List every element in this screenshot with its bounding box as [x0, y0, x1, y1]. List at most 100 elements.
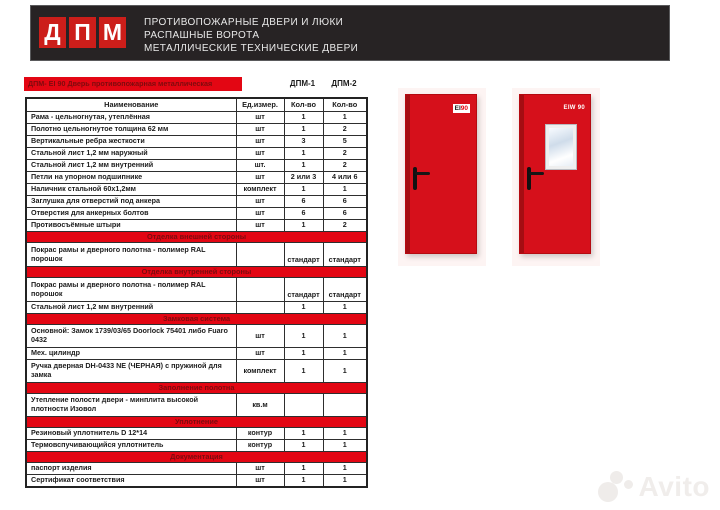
spec-row: Вертикальные ребра жесткости шт 3 5 — [25, 135, 368, 148]
spec-name-cell: Петли на упорном подшипнике — [25, 171, 237, 184]
door-photo-eiw90: EIW 90 — [512, 88, 600, 266]
spec-qty1-cell: 1 — [283, 474, 324, 488]
section-row: Заполнение полотна — [25, 382, 368, 394]
spec-name-cell: Основной: Замок 1739/03/65 Doorlock 7540… — [25, 324, 237, 348]
spec-row: Покрас рамы и дверного полотна - полимер… — [25, 242, 368, 267]
spec-row: Резиновый уплотнитель D 12*14 контур 1 1 — [25, 427, 368, 440]
spec-name-cell: Термовспучивающийся уплотнитель — [25, 439, 237, 452]
avito-watermark: Avito — [597, 470, 710, 504]
door-ei90: EI90 — [405, 94, 477, 254]
spec-unit-cell: комплект — [235, 359, 285, 383]
spec-row: Заглушка для отверстий под анкера шт 6 6 — [25, 195, 368, 208]
spec-name-cell: Стальной лист 1,2 мм внутренний — [25, 301, 237, 314]
spec-name-cell: Покрас рамы и дверного полотна - полимер… — [25, 277, 237, 302]
spec-qty2-cell: 2 — [322, 147, 368, 160]
spec-row: Противосъёмные штыри шт 1 2 — [25, 219, 368, 232]
spec-name-cell: Мех. цилиндр — [25, 347, 237, 360]
spec-qty2-cell: 1 — [322, 301, 368, 314]
spec-name-cell: Стальной лист 1,2 мм наружный — [25, 147, 237, 160]
spec-unit-cell: шт. — [235, 159, 285, 172]
spec-header-row: Наименование Ед.измер. Кол-во Кол-во — [25, 97, 368, 112]
spec-unit-cell: шт — [235, 207, 285, 220]
spec-unit-cell: контур — [235, 439, 285, 452]
spec-qty1-cell — [283, 393, 324, 417]
spec-qty1-cell: 3 — [283, 135, 324, 148]
spec-unit-cell: шт — [235, 474, 285, 488]
spec-name-cell: Вертикальные ребра жесткости — [25, 135, 237, 148]
col-header-qty2: Кол-во — [322, 97, 368, 112]
spec-qty1-cell: стандарт — [283, 277, 324, 302]
spec-unit-cell: шт — [235, 195, 285, 208]
spec-row: Утепление полости двери - минплита высок… — [25, 393, 368, 417]
spec-row: Наличник стальной 60х1,2мм комплект 1 1 — [25, 183, 368, 196]
spec-row: паспорт изделия шт 1 1 — [25, 462, 368, 475]
spec-unit-cell: шт — [235, 123, 285, 136]
section-title: Уплотнение — [25, 416, 368, 428]
tagline-line: МЕТАЛЛИЧЕСКИЕ ТЕХНИЧЕСКИЕ ДВЕРИ — [144, 42, 359, 54]
spec-qty1-cell: 1 — [283, 183, 324, 196]
door-eiw90: EIW 90 — [519, 94, 591, 254]
spec-qty1-cell: 6 — [283, 195, 324, 208]
section-row: Замковая система — [25, 313, 368, 325]
badge-prefix: EI — [454, 105, 461, 112]
spec-row: Стальной лист 1,2 мм внутренний шт. 1 2 — [25, 159, 368, 172]
fire-rating-badge: EI90 — [452, 104, 470, 114]
spec-unit-cell: шт — [235, 219, 285, 232]
avito-logo-icon — [597, 470, 634, 504]
spec-unit-cell: кв.м — [235, 393, 285, 417]
fire-rating-label: EIW 90 — [563, 105, 585, 111]
handle-lever — [529, 172, 544, 175]
spec-qty1-cell: 1 — [283, 439, 324, 452]
door-handle-icon — [527, 167, 544, 190]
spec-row: Ручка дверная DH-0433 NE (ЧЕРНАЯ) с пруж… — [25, 359, 368, 383]
section-title: Отделка внешней стороны — [25, 231, 368, 243]
spec-name-cell: Заглушка для отверстий под анкера — [25, 195, 237, 208]
spec-name-cell: Покрас рамы и дверного полотна - полимер… — [25, 242, 237, 267]
spec-qty1-cell: 1 — [283, 324, 324, 348]
spec-qty2-cell: 4 или 6 — [322, 171, 368, 184]
spec-qty1-cell: 1 — [283, 111, 324, 124]
spec-unit-cell: шт — [235, 347, 285, 360]
spec-row: Отверстия для анкерных болтов шт 6 6 — [25, 207, 368, 220]
door-handle-icon — [413, 167, 430, 190]
section-title: Документация — [25, 451, 368, 463]
spec-row: Рама - цельногнутая, утеплённая шт 1 1 — [25, 111, 368, 124]
spec-qty2-cell: 1 — [322, 474, 368, 488]
handle-lever — [415, 172, 430, 175]
variant-label-dpm2: ДПМ-2 — [331, 79, 357, 88]
badge-suffix: 90 — [460, 105, 468, 112]
variant-label-dpm1: ДПМ-1 — [289, 79, 316, 88]
logo-letter: Д — [39, 17, 66, 48]
spec-qty1-cell: 1 — [283, 219, 324, 232]
spec-name-cell: Отверстия для анкерных болтов — [25, 207, 237, 220]
spec-name-cell: Утепление полости двери - минплита высок… — [25, 393, 237, 417]
spec-name-cell: Противосъёмные штыри — [25, 219, 237, 232]
spec-qty2-cell: стандарт — [322, 277, 368, 302]
spec-qty2-cell: 1 — [322, 183, 368, 196]
section-title: Заполнение полотна — [25, 382, 368, 394]
avito-watermark-text: Avito — [638, 471, 710, 502]
logo-letter: М — [99, 17, 126, 48]
door-frame-edge — [520, 95, 524, 253]
spec-name-cell: Стальной лист 1,2 мм внутренний — [25, 159, 237, 172]
spec-row: Термовспучивающийся уплотнитель контур 1 1 — [25, 439, 368, 452]
spec-qty1-cell: 1 — [283, 147, 324, 160]
spec-qty1-cell: стандарт — [283, 242, 324, 267]
spec-table: Наименование Ед.измер. Кол-во Кол-во Рам… — [25, 97, 368, 488]
door-window — [546, 125, 576, 169]
spec-qty2-cell: 2 — [322, 219, 368, 232]
spec-qty2-cell: стандарт — [322, 242, 368, 267]
handle-plate — [413, 167, 417, 190]
spec-qty1-cell: 1 — [283, 427, 324, 440]
spec-qty1-cell: 1 — [283, 462, 324, 475]
product-title: ДПМ- EI 90 Дверь противопожарная металли… — [24, 77, 242, 91]
tagline-line: ПРОТИВОПОЖАРНЫЕ ДВЕРИ И ЛЮКИ — [144, 17, 344, 28]
spec-name-cell: Наличник стальной 60х1,2мм — [25, 183, 237, 196]
spec-unit-cell: шт — [235, 135, 285, 148]
spec-unit-cell: шт — [235, 171, 285, 184]
spec-row: Мех. цилиндр шт 1 1 — [25, 347, 368, 360]
tagline-line: РАСПАШНЫЕ ВОРОТА — [144, 29, 260, 41]
spec-qty2-cell: 5 — [322, 135, 368, 148]
